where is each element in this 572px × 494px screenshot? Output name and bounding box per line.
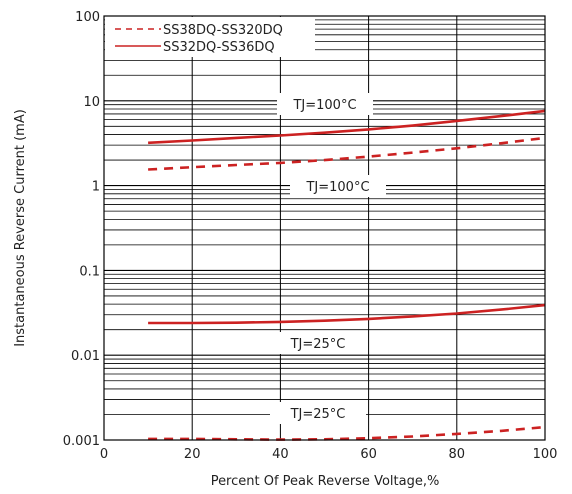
annotations: TJ=100°C TJ=100°C TJ=25°C TJ=25°C [270, 93, 386, 424]
y-tick-labels: 100 10 1 0.1 0.01 0.001 [63, 10, 100, 449]
legend-label: SS38DQ-SS320DQ [163, 23, 283, 38]
annotation-label: TJ=25°C [290, 407, 346, 422]
x-tick-labels: 0 20 40 60 80 100 [100, 447, 558, 462]
series-line [148, 109, 546, 145]
curves [148, 109, 546, 441]
y-tick-label: 10 [83, 95, 100, 110]
legend-label: SS32DQ-SS36DQ [163, 40, 275, 55]
annotation-label: TJ=100°C [292, 98, 356, 113]
y-axis-label: Instantaneous Reverse Current (mA) [13, 109, 28, 347]
x-axis-label: Percent Of Peak Reverse Voltage,% [211, 474, 440, 489]
x-tick-label: 40 [272, 447, 289, 462]
y-tick-label: 0.1 [79, 264, 100, 279]
annotation-box [277, 93, 373, 115]
series-line [148, 136, 546, 171]
legend: SS38DQ-SS320DQ SS32DQ-SS36DQ [105, 17, 315, 57]
x-tick-label: 100 [533, 447, 558, 462]
y-tick-label: 1 [92, 180, 100, 195]
x-tick-label: 0 [100, 447, 108, 462]
y-tick-label: 0.01 [71, 349, 100, 364]
plot-frame [103, 15, 546, 441]
y-tick-label: 100 [75, 10, 100, 25]
annotation-box [290, 175, 386, 197]
annotation-label: TJ=25°C [290, 337, 346, 352]
annotation-box [270, 332, 366, 354]
x-tick-label: 80 [449, 447, 466, 462]
series-line [148, 303, 546, 325]
annotation-box [270, 402, 366, 424]
legend-box [105, 17, 315, 57]
x-tick-label: 60 [360, 447, 377, 462]
x-tick-label: 20 [184, 447, 201, 462]
series-line [148, 425, 546, 441]
annotation-label: TJ=100°C [305, 180, 369, 195]
grid [103, 16, 546, 441]
y-tick-label: 0.001 [63, 434, 100, 449]
